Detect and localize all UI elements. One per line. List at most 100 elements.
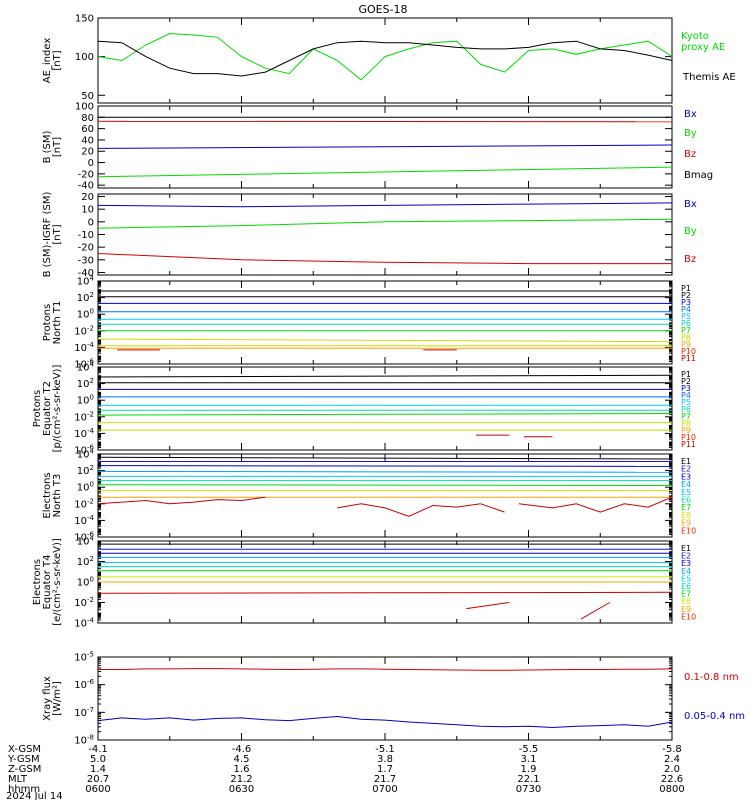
- ephemeris-row-label-mlt: MLT: [8, 774, 28, 785]
- panel-1: 150 100 50 AE_index[nT] Kyoto proxy AE Themis …: [42, 14, 736, 104]
- legend-label-p11: P11: [681, 440, 696, 449]
- ephemeris-value: 21.7: [374, 774, 396, 785]
- series-line-p8: [98, 338, 672, 343]
- series-layer: [98, 456, 672, 517]
- y-axis-label: B (SM)-IGRF (SM)[nT]: [42, 192, 63, 278]
- panel-legend: Bx By Bz Bmag: [684, 109, 713, 181]
- x-axis-ephemeris: X-GSM -4.1 -4.6 -5.1 -5.5 -5.8 Y-GSM 5.0 4.5 3.8 3…: [6, 744, 685, 800]
- legend-label-bz: Bz: [684, 254, 696, 265]
- y-tick-label: 10-5: [74, 651, 94, 664]
- legend-label-p8: P8: [681, 333, 691, 342]
- y-tick-label: 104: [77, 361, 95, 374]
- panel-legend: Kyoto proxy AE Themis AE: [681, 31, 736, 83]
- legend-label-p9: P9: [681, 340, 691, 349]
- panel-8: 10-5 10-6 10-7 10-8 Xray flux[W/m²] 0.1-0.8 n…: [42, 651, 745, 747]
- series-layer: [98, 116, 672, 178]
- y-tick-label: 100: [77, 481, 94, 494]
- series-line-by: [98, 166, 672, 178]
- y-tick-label: 102: [77, 377, 94, 390]
- series-line-e4: [98, 470, 672, 473]
- legend-label-by: By: [684, 128, 697, 139]
- series-segment: [518, 496, 672, 513]
- legend-label-e7: E7: [681, 503, 691, 512]
- series-layer: [98, 202, 672, 265]
- y-tick-label: -40: [78, 268, 94, 279]
- y-tick-label: 10-4: [74, 427, 94, 440]
- legend-label-p1: P1: [681, 370, 691, 379]
- series-segment: [98, 496, 266, 505]
- legend-label-p10: P10: [681, 347, 696, 356]
- panel-6: 104 102 100 10-2 10-4 10-6 ElectronsNorth T3 E1…: [42, 448, 696, 544]
- legend-label-e5: E5: [681, 488, 691, 497]
- date-label: 2024 Jul 14: [6, 791, 63, 800]
- y-tick-label: 104: [77, 275, 95, 288]
- legend-label-p2: P2: [681, 291, 691, 300]
- legend-label-p9: P9: [681, 426, 691, 435]
- legend-label-p10: P10: [681, 433, 696, 442]
- legend-label-e4: E4: [681, 480, 691, 489]
- ephemeris-value: 5.0: [90, 754, 106, 765]
- legend-label-e3: E3: [681, 472, 691, 481]
- y-tick-label: 10-2: [74, 324, 94, 337]
- y-tick-label: 100: [75, 52, 94, 63]
- y-tick-label: 102: [77, 464, 94, 477]
- y-tick-label: -40: [78, 181, 94, 192]
- ephemeris-value: 20.7: [87, 774, 109, 785]
- legend-label-p4: P4: [681, 305, 691, 314]
- legend-label-e1: E1: [681, 457, 691, 466]
- ephemeris-value: 3.1: [521, 754, 537, 765]
- legend-label-e9: E9: [681, 605, 691, 614]
- ephemeris-value: 0600: [85, 784, 110, 795]
- y-tick-label: 10-7: [74, 706, 94, 719]
- legend-label-e6: E6: [681, 496, 691, 505]
- series-line-bx: [98, 202, 672, 208]
- series-line-bz: [98, 253, 672, 265]
- y-tick-label: 20: [81, 147, 94, 158]
- y-tick-label: 100: [77, 308, 94, 321]
- ephemeris-value: 0730: [516, 784, 541, 795]
- y-tick-label: 100: [75, 102, 94, 113]
- legend-label-e5: E5: [681, 574, 691, 583]
- legend-label-e6: E6: [681, 582, 691, 591]
- series-line-themis-ae: [98, 40, 672, 77]
- ephemeris-value: 3.8: [377, 754, 393, 765]
- series-line-0-1-0-8-nm: [98, 668, 672, 671]
- ephemeris-value: -5.8: [662, 744, 682, 755]
- legend-label-p2: P2: [681, 377, 691, 386]
- series-segment: [337, 503, 481, 517]
- ephemeris-value: 22.1: [517, 774, 539, 785]
- y-tick-label: 10-2: [74, 497, 94, 510]
- ephemeris-value: -4.1: [88, 744, 108, 755]
- y-axis-label: ProtonsNorth T1: [42, 301, 63, 345]
- y-axis-label: B (SM)[nT]: [42, 130, 63, 163]
- ephemeris-value: 1.7: [377, 764, 393, 775]
- series-layer: [98, 543, 672, 620]
- legend-label-0-05-0-4-nm: 0.05-0.4 nm: [684, 711, 745, 722]
- series-line-bz: [98, 120, 672, 123]
- y-tick-label: 100: [77, 576, 94, 589]
- y-tick-label: 60: [81, 124, 94, 135]
- ephemeris-value: 0700: [372, 784, 397, 795]
- y-tick-label: 80: [81, 113, 94, 124]
- series-line-p7: [98, 413, 672, 416]
- panel-4: 104 102 100 10-2 10-4 10-6 ProtonsNorth T1 P1P2…: [42, 275, 696, 371]
- y-tick-label: 10-4: [74, 617, 94, 630]
- legend-label-p4: P4: [681, 391, 691, 400]
- y-tick-label: 10: [81, 205, 94, 216]
- y-tick-label: 10-4: [74, 341, 94, 354]
- ephemeris-value: 0630: [229, 784, 254, 795]
- legend-label-p7: P7: [681, 412, 691, 421]
- legend-label-p1: P1: [681, 284, 691, 293]
- legend-label-e3: E3: [681, 559, 691, 568]
- y-tick-label: 10-6: [74, 444, 94, 457]
- ephemeris-value: 1.4: [90, 764, 106, 775]
- ephemeris-value: 1.9: [521, 764, 537, 775]
- y-tick-label: 10-6: [74, 358, 94, 371]
- panel-frame: [97, 17, 673, 104]
- y-tick-label: 10-2: [74, 596, 94, 609]
